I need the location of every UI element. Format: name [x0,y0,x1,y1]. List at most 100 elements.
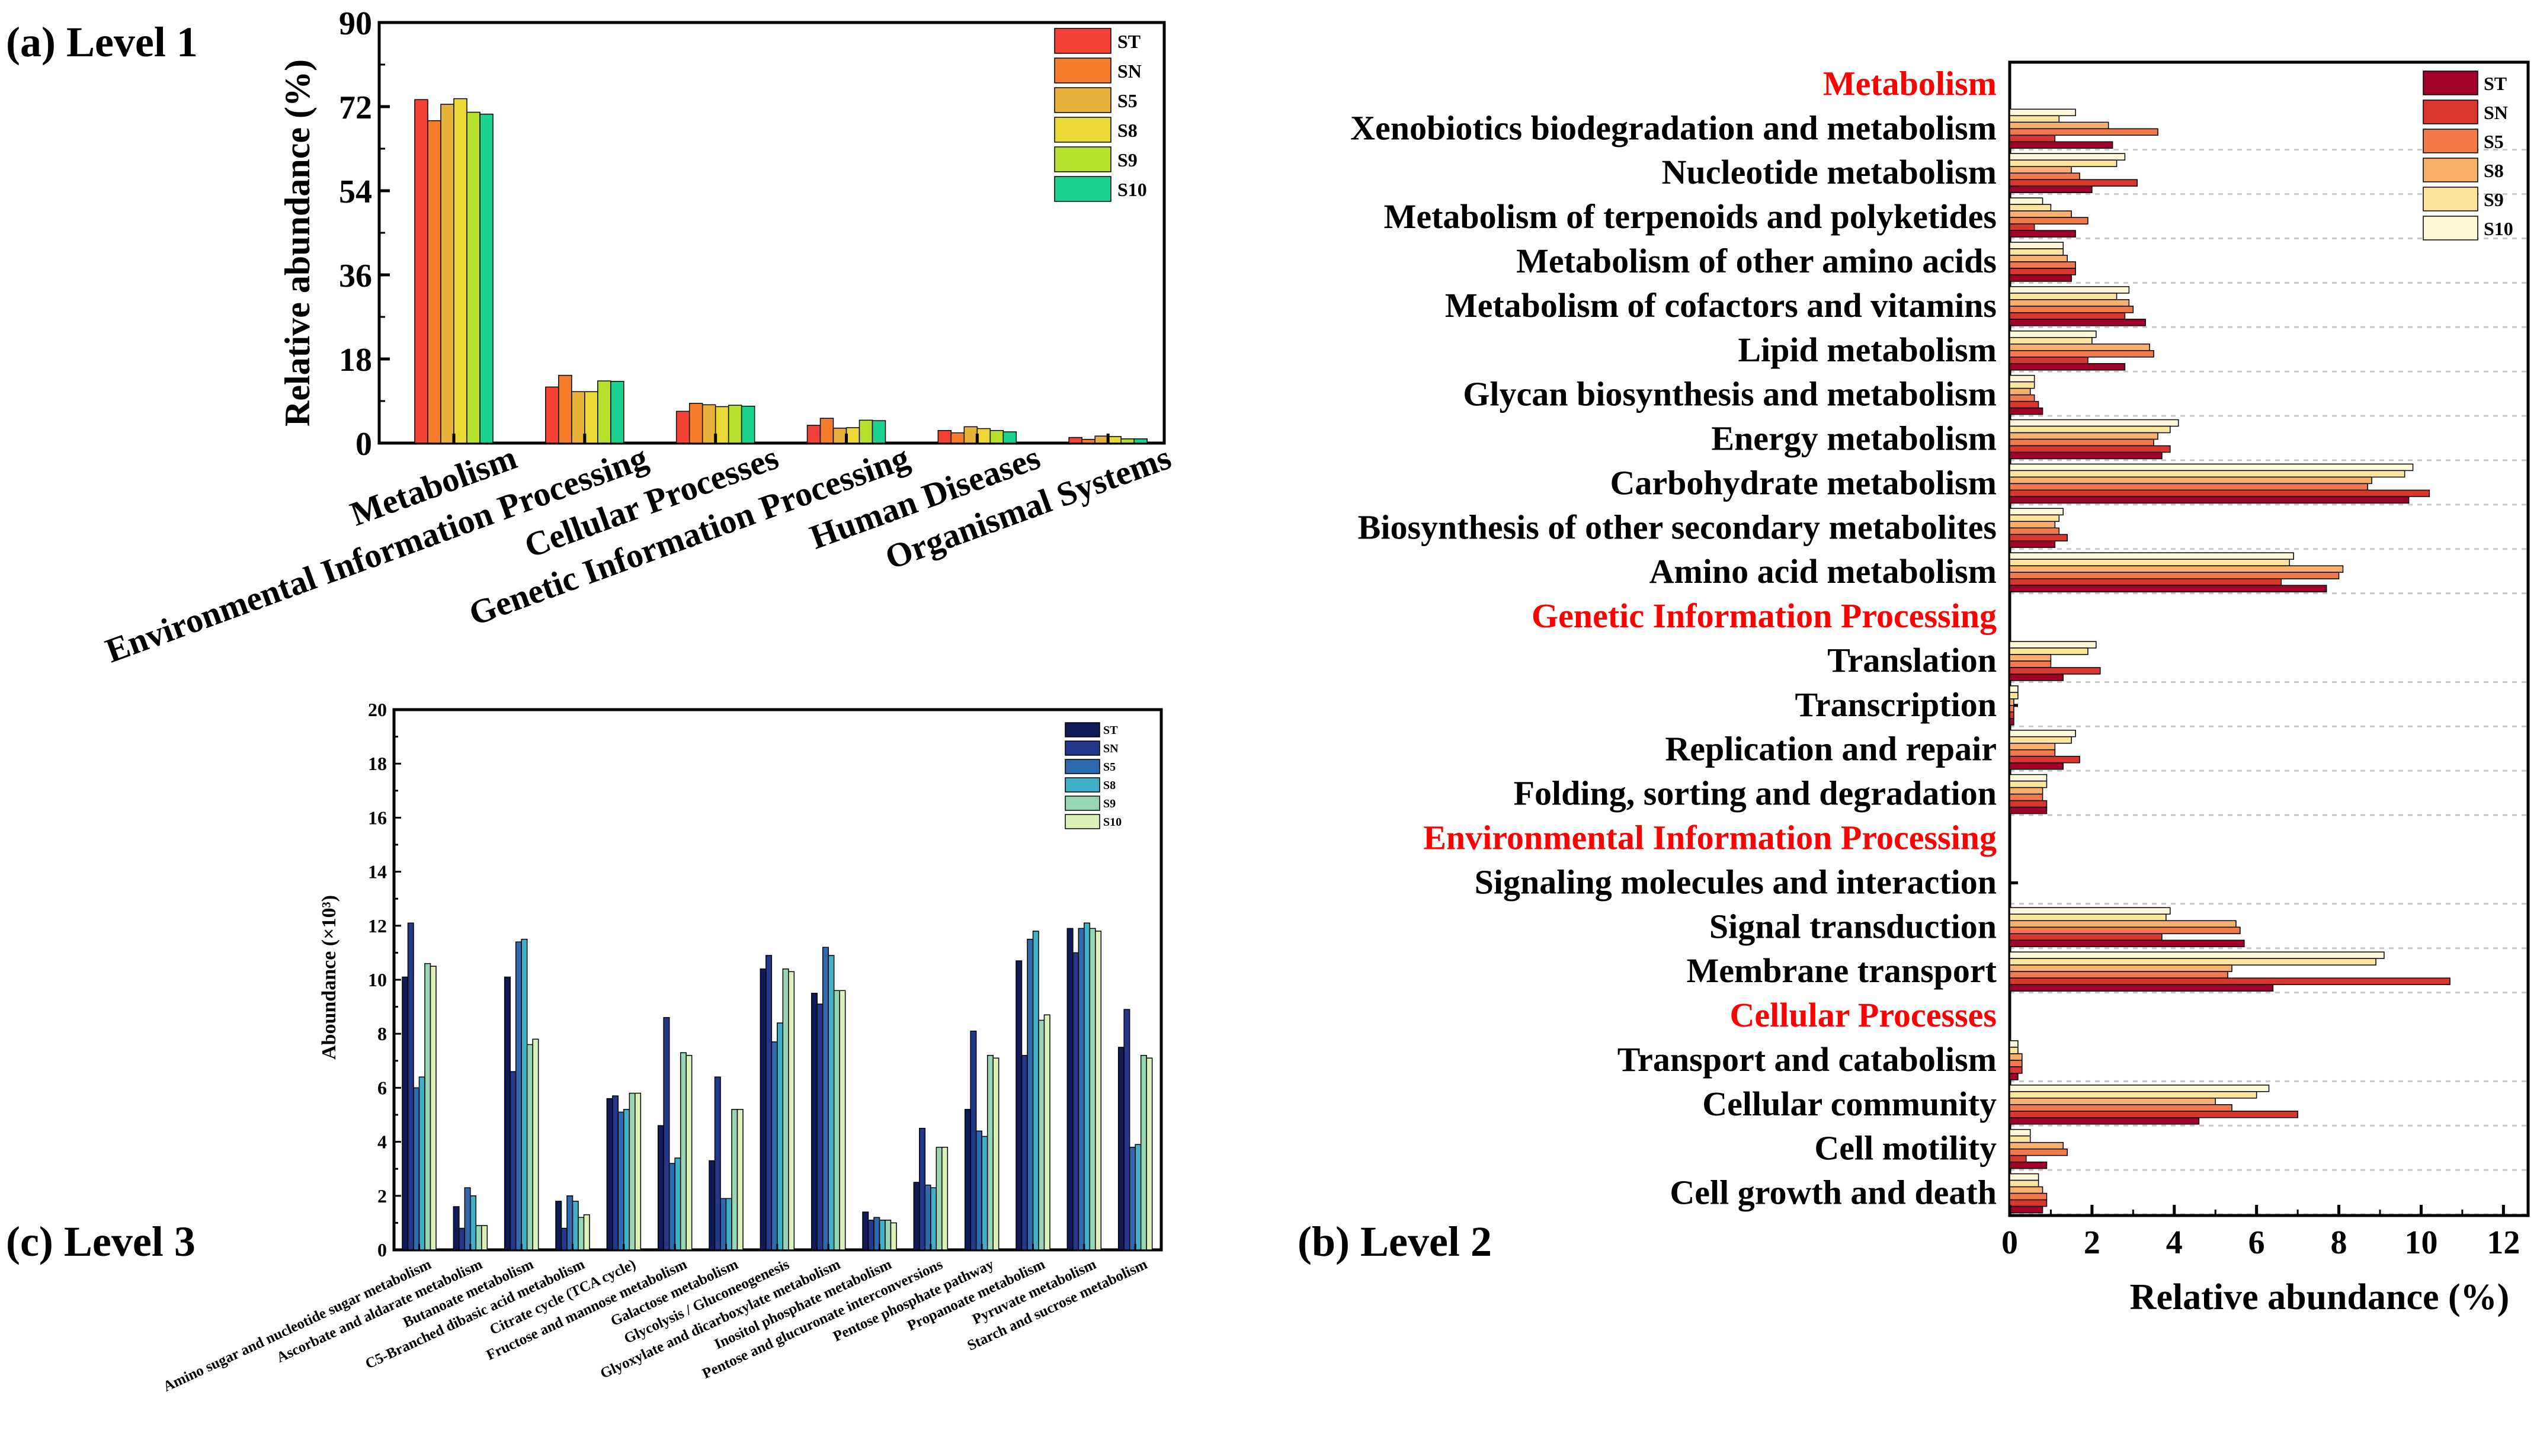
level3-bar [635,1092,642,1250]
level2-bar [2009,470,2405,478]
level2-bar [2009,647,2088,655]
level3-bar [964,1109,971,1250]
level2-bar [2009,286,2130,294]
level2-bar [2009,1141,2064,1150]
level2-bar [2009,749,2056,757]
level1-bar [832,428,847,444]
level1-y-tick-label: 0 [355,426,372,463]
level3-bar [1078,928,1085,1250]
level2-bar [2009,108,2076,117]
level2-x-tick-label: 0 [2001,1224,2018,1261]
level3-bar [418,1076,425,1250]
level2-bar [2009,1053,2023,1061]
level2-bar [2009,331,2097,338]
level2-bar [2009,179,2138,187]
level1-bar [545,386,559,444]
level1-legend-swatch [1054,87,1111,113]
level1-y-axis-label: Relative abundance (%) [278,59,317,426]
level3-bar [714,1076,721,1250]
level2-section-header: Genetic Information Processing [1532,596,1997,635]
panel-label-c: (c) Level 3 [6,1218,196,1265]
level3-bar [668,1163,675,1250]
level2-bar [2009,762,2064,770]
level3-bar [1089,928,1096,1250]
level2-bar [2009,718,2014,726]
level3-bar [1084,922,1091,1250]
level3-bar [1117,1047,1125,1250]
level1-bar [1120,438,1135,444]
level1-bar [1094,435,1109,444]
level3-bar [924,1184,931,1250]
level3-bar [975,1130,982,1250]
level2-category-label: Metabolism of other amino acids [1516,242,1997,280]
level2-legend-swatch [2423,187,2478,211]
level1-bar [584,391,598,444]
level3-legend-swatch [1065,796,1100,811]
level2-bar [2009,425,2171,434]
level3-y-tick-label: 6 [377,1077,387,1098]
level2-bar [2009,483,2368,491]
level1-legend-label: ST [1117,31,1141,52]
level2-section-header: Cellular Processes [1730,996,1997,1034]
level2-bar [2009,1154,2027,1163]
level2-bar [2009,438,2154,447]
level2-bar [2009,1128,2031,1137]
level1-bar [466,111,481,444]
level2-bar [2009,787,2043,795]
level2-bar [2009,1161,2048,1169]
level3-bar [936,1146,943,1250]
level3-bar [930,1187,937,1250]
level2-bar [2009,685,2019,693]
level2-bar [2009,559,2290,566]
level2-bar [2009,223,2035,231]
level2-bar [2009,958,2376,966]
level2-bar [2009,381,2035,389]
level2-bar [2009,134,2056,143]
level2-bar [2009,445,2171,453]
level2-category-label: Membrane transport [1686,951,1997,990]
level1-bar [989,429,1004,444]
level3-bar [736,1109,744,1250]
level2-bar [2009,496,2410,504]
level2-bar [2009,407,2043,415]
level1-y-tick-label: 72 [339,89,372,126]
level3-bar [526,1044,533,1250]
level1-bar [819,418,834,444]
level2-category-label: Glycan biosynthesis and metabolism [1463,375,1997,413]
level3-x-tick-label: Amino sugar and nucleotide sugar metabol… [161,1256,434,1395]
level2-bar [2009,1186,2043,1194]
level3-bar [828,955,835,1250]
level2-chart: Relative abundance (%) Metabolism Xenobio… [1350,60,2530,1317]
level3-legend-swatch [1065,740,1100,756]
level2-bar [2009,293,2118,300]
level2-x-tick-label: 2 [2084,1224,2100,1261]
panel-label-a: (a) Level 1 [6,18,198,66]
level3-bar [612,1095,619,1250]
level2-bar [2009,933,2163,941]
level3-bar [583,1214,590,1250]
level1-bar [1133,438,1148,444]
level1-bar [728,405,742,444]
level3-y-tick-label: 0 [377,1239,387,1261]
level2-category-label: Folding, sorting and degradation [1514,774,1997,813]
level2-bar [2009,1085,2270,1092]
level3-legend-swatch [1065,814,1100,829]
level2-bar [2009,115,2060,123]
level1-bar [872,420,886,444]
level3-bar [833,990,840,1250]
level2-bar [2009,806,2048,814]
level3-bar [566,1195,574,1250]
level3-legend-swatch [1065,722,1100,737]
level1-bar [571,391,585,444]
level2-bar [2009,1073,2019,1080]
level3-bar [725,1198,732,1250]
level2-bar [2009,463,2414,472]
level2-bar [2009,660,2052,668]
level1-legend-swatch [1054,176,1111,202]
level3-bar [890,1222,897,1250]
level3-bar [1129,1146,1136,1250]
level3-bar [470,1195,477,1250]
level1-bar [1002,431,1017,444]
level1-bar [414,99,428,444]
